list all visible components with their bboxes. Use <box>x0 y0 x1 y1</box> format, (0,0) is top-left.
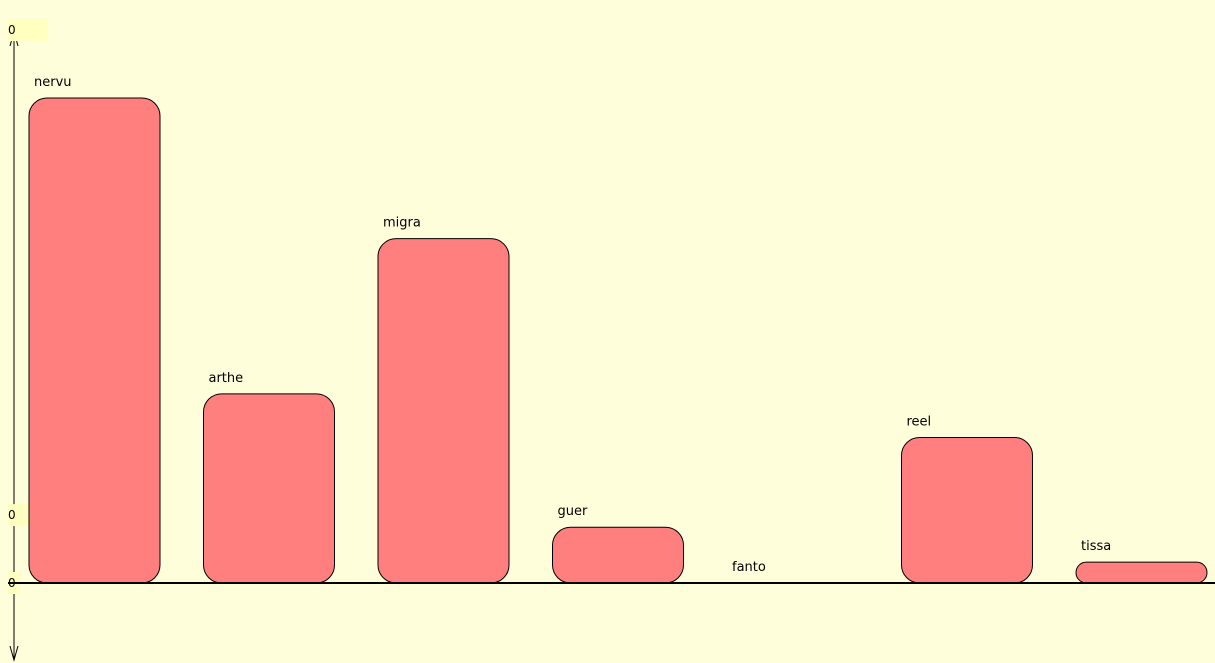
bar-label-guer: guer <box>558 504 588 519</box>
bar-label-arthe: arthe <box>209 371 244 386</box>
bar-nervu <box>28 97 161 584</box>
bar-label-nervu: nervu <box>34 75 72 90</box>
bar-label-tissa: tissa <box>1081 539 1111 554</box>
bar-label-migra: migra <box>383 216 421 231</box>
y-axis-arrow-down-icon <box>9 645 19 662</box>
y-tick-label: 0 <box>8 23 16 37</box>
bars <box>28 97 1208 584</box>
y-tick-label-bg <box>8 19 48 42</box>
bar-reel <box>901 437 1033 584</box>
bar-label-reel: reel <box>907 415 932 430</box>
bar-label-fanto: fanto <box>732 560 766 575</box>
bar-labels: nervu arthe migra guer fanto reel tissa <box>34 75 1111 575</box>
bar-guer <box>552 526 684 584</box>
bar-migra <box>377 238 510 584</box>
bar-arthe <box>203 393 335 584</box>
y-tick-label: 0 <box>8 508 16 522</box>
bar-tissa <box>1075 561 1208 584</box>
